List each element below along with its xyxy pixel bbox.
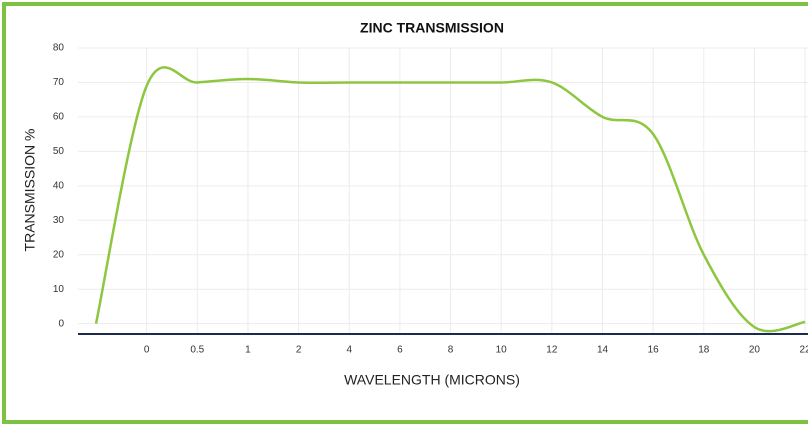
x-tick-label: 16 xyxy=(648,345,660,356)
x-tick-label: 1 xyxy=(245,345,251,356)
y-tick-label: 30 xyxy=(53,215,65,226)
y-tick-label: 60 xyxy=(53,112,65,123)
y-tick-label: 50 xyxy=(53,146,65,157)
x-tick-label: 6 xyxy=(397,345,403,356)
x-tick-label: 2 xyxy=(296,345,302,356)
x-tick-label: 0.5 xyxy=(190,345,204,356)
x-tick-label: 10 xyxy=(496,345,508,356)
chart-title: ZINC TRANSMISSION xyxy=(360,20,504,36)
x-tick-label: 12 xyxy=(546,345,558,356)
x-tick-label: 18 xyxy=(698,345,710,356)
y-tick-label: 40 xyxy=(53,180,65,191)
x-tick-label: 8 xyxy=(448,345,454,356)
x-tick-label: 22 xyxy=(800,345,808,356)
data-line xyxy=(94,66,806,333)
y-axis-label: TRANSMISSION % xyxy=(22,129,38,252)
x-tick-label: 4 xyxy=(346,345,352,356)
y-tick-label: 70 xyxy=(53,77,65,88)
x-tick-label: 14 xyxy=(597,345,609,356)
x-tick-label: 20 xyxy=(749,345,761,356)
y-tick-label: 20 xyxy=(53,249,65,260)
y-tick-label: 10 xyxy=(53,284,65,295)
x-tick-label: 0 xyxy=(144,345,150,356)
y-tick-label: 80 xyxy=(53,43,65,54)
x-axis-label: WAVELENGTH (MICRONS) xyxy=(344,372,520,388)
y-tick-label: 0 xyxy=(58,318,64,329)
